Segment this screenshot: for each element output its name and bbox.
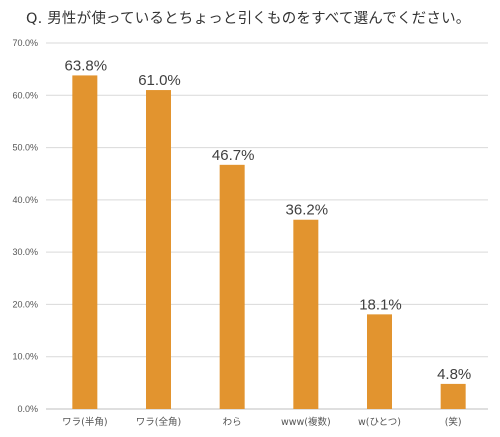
y-tick-label: 20.0%	[12, 299, 38, 309]
bar	[146, 90, 171, 410]
data-label: 61.0%	[138, 72, 181, 89]
bar	[219, 164, 245, 409]
x-tick-label: わら	[223, 417, 242, 428]
y-axis-ticks: 0.0% 10.0% 20.0% 30.0% 40.0% 50.0% 60.0% 70.0%	[12, 38, 38, 414]
y-tick-label: 50.0%	[12, 143, 38, 153]
chart-title: Q. 男性が使っているとちょっと引くものをすべて選んでください。	[26, 11, 471, 27]
y-tick-label: 30.0%	[12, 247, 38, 257]
y-tick-label: 40.0%	[12, 195, 38, 205]
x-tick-label: w(ひとつ)	[358, 417, 401, 428]
y-tick-label: 70.0%	[12, 38, 38, 48]
x-tick-label: www(複数)	[281, 416, 331, 428]
data-label: 4.8%	[437, 366, 471, 383]
y-tick-label: 10.0%	[12, 352, 38, 362]
bar	[72, 75, 98, 409]
data-label: 36.2%	[286, 202, 329, 219]
bar	[293, 219, 319, 409]
data-labels: 63.8% 61.0% 46.7% 36.2% 18.1% 4.8%	[65, 57, 472, 382]
data-label: 18.1%	[359, 296, 402, 313]
data-label: 46.7%	[212, 147, 255, 164]
y-tick-label: 60.0%	[12, 90, 38, 100]
bar	[440, 383, 466, 409]
bar	[367, 314, 392, 409]
y-tick-label: 0.0%	[17, 404, 38, 414]
x-tick-label: (笑)	[445, 416, 462, 428]
data-label: 63.8%	[65, 57, 108, 74]
x-tick-label: ワラ(全角)	[136, 416, 181, 428]
x-tick-label: ワラ(半角)	[62, 416, 107, 428]
bars	[72, 75, 466, 410]
x-axis-ticks: ワラ(半角) ワラ(全角) わら www(複数) w(ひとつ) (笑)	[62, 416, 462, 428]
gridlines	[46, 42, 488, 410]
